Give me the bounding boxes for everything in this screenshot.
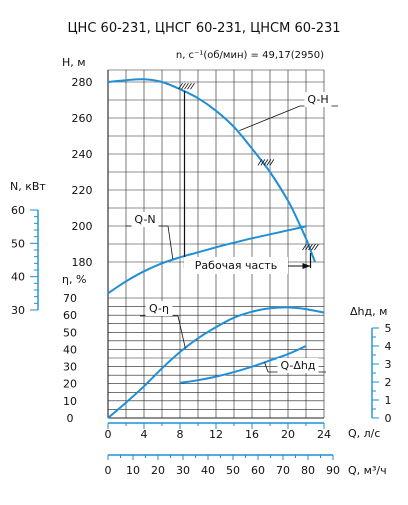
chart-title: ЦНС 60-231, ЦНСГ 60-231, ЦНСМ 60-231 [67,21,340,36]
q-m3h-tick-label: 20 [151,464,165,477]
q-ls-axis-label: Q, л/с [348,427,380,440]
working-range-arrow-right [302,263,311,269]
head-tick-label: 220 [72,184,93,197]
npsh-tick-label: 4 [385,340,392,353]
q-m3h-tick-label: 80 [301,464,315,477]
working-range-label-box [184,257,288,274]
working-range-hatch-mid [260,159,266,166]
npsh-tick-label: 5 [385,322,392,335]
q-npsh-label: Q-Δhд [280,359,315,372]
q-m3h-tick-label: 30 [176,464,190,477]
q-npsh-label-bg [277,358,319,373]
working-range-hatch-mid [269,159,275,166]
power-axis-label: N, кВт [10,180,46,193]
working-range-hatch-mid [266,159,272,166]
eff-tick-label: 20 [63,378,77,391]
q-n-curve [107,225,307,295]
power-tick-label: 40 [11,271,25,284]
q-m3h-tick-label: 0 [105,464,112,477]
q-ls-tick-label: 12 [209,428,223,441]
head-axis-label: H, м [62,56,86,69]
q-ls-tick-label: 0 [105,428,112,441]
power-tick-label: 50 [11,237,25,250]
npsh-tick-label: 0 [385,412,392,425]
q-h-label: Q-H [307,93,328,106]
head-tick-label: 240 [72,148,93,161]
working-range-label: Рабочая часть [195,259,277,272]
npsh-tick-label: 1 [385,394,392,407]
q-n-label-bg [131,212,159,227]
head-tick-label: 260 [72,112,93,125]
q-npsh-leader [264,362,269,373]
q-m3h-axis-label: Q, м³/ч [348,464,387,477]
working-range-hatch-end [302,243,307,251]
working-range-hatch-start [190,82,195,90]
working-range-hatch-end [314,243,319,251]
eff-tick-label: 10 [63,395,77,408]
speed-label: n, с⁻¹(об/мин) = 49,17(2950) [176,50,324,61]
working-range-hatch-end [305,243,310,251]
working-range-hatch-start [181,82,186,90]
working-range-hatch-start [184,82,189,90]
annotations: Q-H Q-N Q-η Q-Δhд [126,82,338,373]
q-m3h-tick-label: 10 [126,464,140,477]
tick-labels: 1802002202402602800102030405060703040506… [11,76,392,477]
head-tick-label: 200 [72,220,93,233]
q-ls-tick-label: 8 [177,428,184,441]
q-h-curve [107,78,316,263]
eff-tick-label: 60 [63,309,77,322]
eff-tick-label: 40 [63,343,77,356]
q-m3h-tick-label: 40 [201,464,215,477]
working-range-hatch-start [178,82,183,90]
q-ls-tick-label: 20 [281,428,295,441]
working-range-hatch-end [311,243,316,251]
head-tick-label: 180 [72,256,93,269]
q-ls-tick-label: 16 [245,428,259,441]
q-m3h-tick-label: 50 [226,464,240,477]
npsh-tick-label: 3 [385,358,392,371]
eff-tick-label: 50 [63,326,77,339]
q-ls-tick-label: 4 [141,428,148,441]
working-range-hatch-mid [257,159,263,166]
npsh-axis-label: Δhд, м [350,305,387,318]
q-eta-curve [107,306,325,419]
q-m3h-tick-label: 60 [251,464,265,477]
eff-tick-label: 70 [63,292,77,305]
q-eta-label: Q-η [149,302,169,315]
q-npsh-curve [179,345,307,384]
head-tick-label: 280 [72,76,93,89]
q-n-leader [167,225,174,260]
working-range-hatch-mid [263,159,269,166]
power-tick-label: 30 [11,304,25,317]
q-eta-label-bg [145,301,173,316]
eff-tick-label: 0 [67,412,74,425]
q-h-label-bg [304,92,332,107]
npsh-tick-label: 2 [385,376,392,389]
series-curves [107,78,325,419]
q-m3h-tick-label: 90 [326,464,340,477]
q-h-leader [239,105,301,131]
power-tick-label: 60 [11,204,25,217]
q-n-label: Q-N [134,213,155,226]
eff-axis-label: η, % [62,273,86,286]
q-eta-leader [177,315,186,349]
working-range-hatch-start [187,82,192,90]
working-range-hatch-end [308,243,313,251]
q-ls-tick-label: 24 [317,428,331,441]
eff-tick-label: 30 [63,361,77,374]
q-m3h-tick-label: 70 [276,464,290,477]
